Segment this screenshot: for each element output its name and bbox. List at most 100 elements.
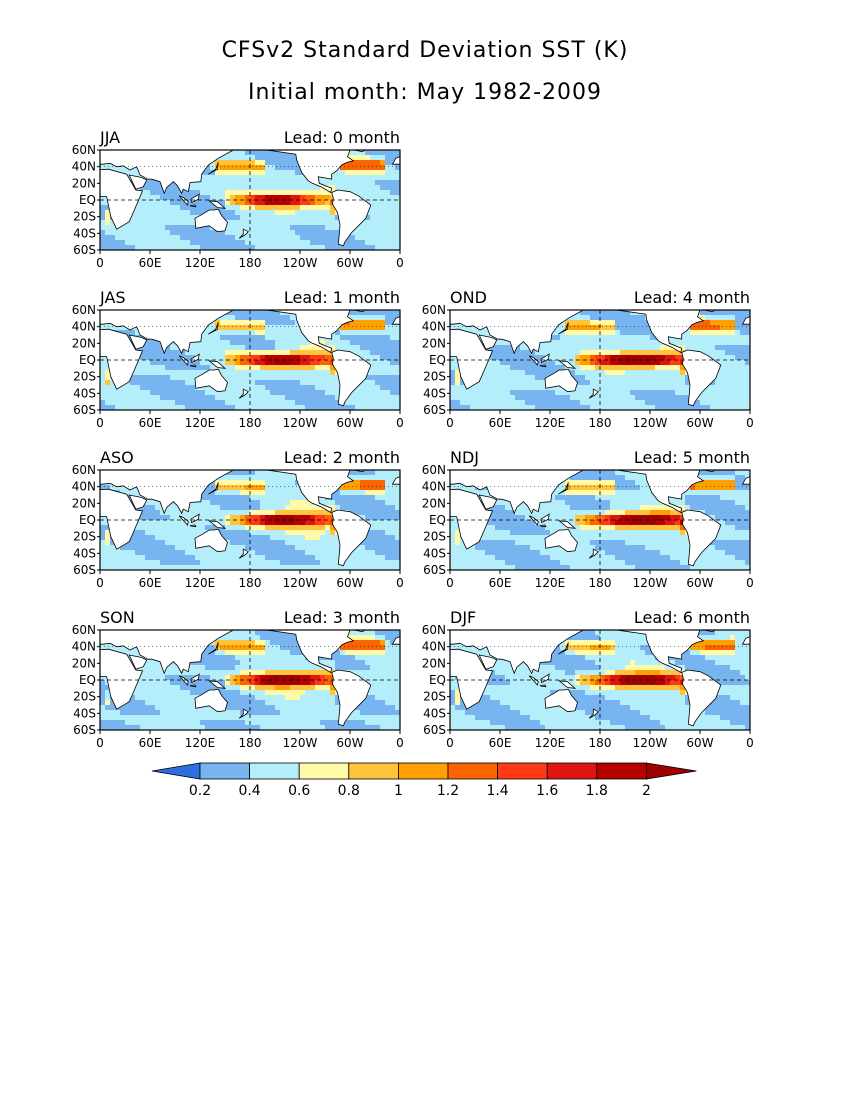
lon-label: 180 bbox=[589, 736, 612, 750]
panel-lead: Lead: 6 month bbox=[634, 608, 750, 627]
lon-label: 120E bbox=[535, 576, 566, 590]
colorbar-label: 0.4 bbox=[238, 783, 260, 799]
lat-label: 60N bbox=[72, 143, 96, 157]
lon-label: 60W bbox=[336, 416, 363, 430]
sst-field bbox=[100, 150, 400, 250]
lat-label: EQ bbox=[429, 513, 446, 527]
panel-season: NDJ bbox=[450, 448, 479, 467]
colorbar-label: 1.2 bbox=[437, 783, 459, 799]
lon-label: 60E bbox=[139, 256, 162, 270]
lon-label: 60W bbox=[336, 256, 363, 270]
lon-label: 120W bbox=[283, 576, 318, 590]
lat-label: 20S bbox=[423, 690, 446, 704]
lon-label: 180 bbox=[239, 416, 262, 430]
lat-label: 60N bbox=[72, 463, 96, 477]
panel-lead: Lead: 5 month bbox=[634, 448, 750, 467]
lon-label: 0 bbox=[96, 416, 104, 430]
colorbar-label: 1.4 bbox=[486, 783, 508, 799]
sst-field bbox=[100, 630, 400, 730]
lat-label: 40N bbox=[72, 160, 96, 174]
colorbar-label: 1.8 bbox=[586, 783, 608, 799]
figure-subtitle: Initial month: May 1982-2009 bbox=[247, 80, 603, 105]
lat-label: 60S bbox=[423, 563, 446, 577]
colorbar-segment bbox=[298, 762, 350, 780]
lat-label: EQ bbox=[429, 353, 446, 367]
lat-label: 60N bbox=[422, 303, 446, 317]
lon-label: 120E bbox=[535, 736, 566, 750]
lon-label: 180 bbox=[589, 416, 612, 430]
lat-label: 20N bbox=[72, 336, 96, 350]
lat-label: 40S bbox=[423, 706, 446, 720]
lon-label: 120E bbox=[185, 416, 216, 430]
lat-label: 60S bbox=[73, 723, 96, 737]
panel-lead: Lead: 1 month bbox=[284, 288, 400, 307]
sst-field bbox=[450, 630, 750, 730]
lat-label: 40S bbox=[73, 706, 96, 720]
lat-label: 60S bbox=[423, 403, 446, 417]
panel-lead: Lead: 3 month bbox=[284, 608, 400, 627]
lon-label: 60E bbox=[489, 416, 512, 430]
lat-label: EQ bbox=[429, 673, 446, 687]
lon-label: 0 bbox=[396, 576, 404, 590]
colorbar-label: 0.6 bbox=[288, 783, 310, 799]
lon-label: 0 bbox=[396, 256, 404, 270]
lon-label: 120W bbox=[283, 416, 318, 430]
lat-label: 20S bbox=[73, 370, 96, 384]
lat-label: 20S bbox=[73, 210, 96, 224]
lon-label: 180 bbox=[589, 576, 612, 590]
lon-label: 60E bbox=[489, 576, 512, 590]
lat-label: 20N bbox=[422, 656, 446, 670]
lat-label: 60N bbox=[422, 463, 446, 477]
colorbar-label: 1.6 bbox=[536, 783, 558, 799]
colorbar-low-arrow bbox=[151, 762, 201, 780]
lat-label: 20N bbox=[422, 336, 446, 350]
lon-label: 180 bbox=[239, 736, 262, 750]
lat-label: EQ bbox=[79, 513, 96, 527]
lat-label: 20S bbox=[73, 690, 96, 704]
sst-field bbox=[450, 470, 750, 570]
panel-lead: Lead: 2 month bbox=[284, 448, 400, 467]
lat-label: 60S bbox=[73, 563, 96, 577]
sst-field bbox=[450, 310, 750, 410]
lon-label: 120W bbox=[633, 576, 668, 590]
lon-label: 60W bbox=[686, 576, 713, 590]
panel-lead: Lead: 4 month bbox=[634, 288, 750, 307]
lat-label: 20N bbox=[72, 176, 96, 190]
lon-label: 0 bbox=[96, 576, 104, 590]
lon-label: 120E bbox=[185, 576, 216, 590]
lon-label: 0 bbox=[96, 736, 104, 750]
lat-label: EQ bbox=[79, 193, 96, 207]
lat-label: 40S bbox=[423, 546, 446, 560]
lat-label: 40N bbox=[422, 640, 446, 654]
lat-label: 40S bbox=[73, 386, 96, 400]
lon-label: 60E bbox=[139, 576, 162, 590]
lon-label: 120E bbox=[535, 416, 566, 430]
colorbar-label: 1 bbox=[394, 783, 403, 799]
lon-label: 180 bbox=[239, 576, 262, 590]
colorbar-segment bbox=[199, 762, 250, 780]
lon-label: 60E bbox=[139, 416, 162, 430]
lon-label: 120W bbox=[283, 736, 318, 750]
lon-label: 120W bbox=[633, 416, 668, 430]
lon-label: 0 bbox=[396, 736, 404, 750]
lon-label: 120W bbox=[283, 256, 318, 270]
lon-label: 60E bbox=[139, 736, 162, 750]
lon-label: 180 bbox=[239, 256, 262, 270]
sst-field bbox=[100, 470, 400, 570]
colorbar-segment bbox=[546, 762, 598, 780]
lon-label: 0 bbox=[96, 256, 104, 270]
lat-label: 40N bbox=[422, 320, 446, 334]
lat-label: 40N bbox=[72, 320, 96, 334]
lat-label: 40N bbox=[422, 480, 446, 494]
colorbar-segment bbox=[249, 762, 300, 780]
lon-label: 60W bbox=[336, 576, 363, 590]
colorbar-label: 0.8 bbox=[338, 783, 360, 799]
panel-season: OND bbox=[450, 288, 487, 307]
lon-label: 120W bbox=[633, 736, 668, 750]
lat-label: EQ bbox=[79, 673, 96, 687]
panel-season: JJA bbox=[99, 128, 120, 147]
colorbar-label: 0.2 bbox=[189, 783, 211, 799]
